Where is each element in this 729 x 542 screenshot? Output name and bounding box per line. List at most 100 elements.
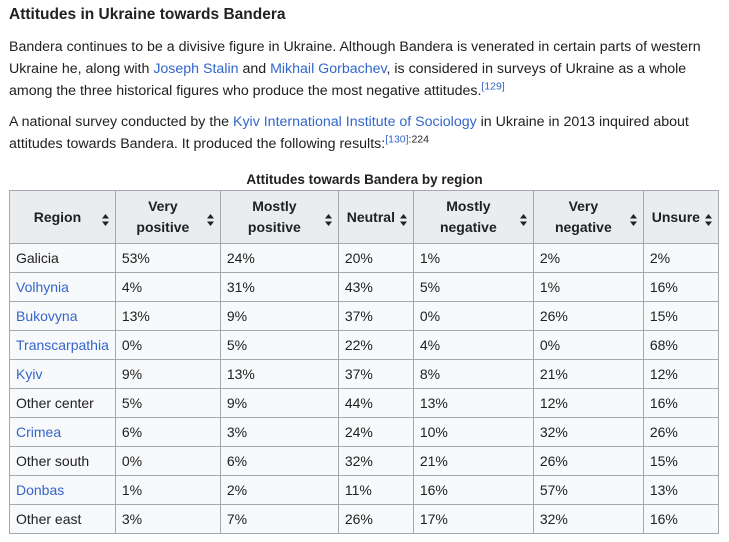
value-cell-neutral: 37% <box>337 359 414 389</box>
value-cell-mostly-negative: 17% <box>412 504 534 534</box>
sort-icon[interactable] <box>629 211 637 226</box>
value-cell-unsure: 2% <box>642 243 719 273</box>
region-link-kyiv[interactable]: Kyiv <box>16 366 43 382</box>
region-link-donbas[interactable]: Donbas <box>16 482 65 498</box>
region-cell: Volhynia <box>9 272 116 302</box>
region-cell: Transcarpathia <box>9 330 116 360</box>
paragraph-text: A national survey conducted by the <box>9 114 233 130</box>
table-row: Other east 3% 7% 26% 17% 32% 16% <box>9 504 719 534</box>
value-cell-very-positive: 0% <box>114 446 221 476</box>
column-header-mostly-negative[interactable]: Mostly negative <box>412 190 534 244</box>
value-cell-mostly-negative: 8% <box>412 359 534 389</box>
citation-129[interactable]: [129] <box>481 80 505 93</box>
column-header-label: Very positive <box>136 198 190 235</box>
value-cell-mostly-negative: 5% <box>412 272 534 302</box>
column-header-label: Region <box>33 208 82 225</box>
value-cell-unsure: 15% <box>642 446 719 476</box>
column-header-label: Very negative <box>554 198 612 235</box>
value-cell-neutral: 11% <box>337 475 414 505</box>
value-cell-very-negative: 26% <box>532 301 644 331</box>
value-cell-unsure: 13% <box>642 475 719 505</box>
value-cell-very-positive: 5% <box>114 388 221 418</box>
value-cell-unsure: 12% <box>642 359 719 389</box>
sort-icon[interactable] <box>324 211 332 226</box>
sort-icon[interactable] <box>206 211 214 226</box>
value-cell-neutral: 22% <box>337 330 414 360</box>
table-row: Kyiv 9% 13% 37% 8% 21% 12% <box>9 359 719 389</box>
value-cell-unsure: 16% <box>642 272 719 302</box>
value-cell-very-positive: 4% <box>114 272 221 302</box>
value-cell-unsure: 16% <box>642 388 719 418</box>
column-header-neutral[interactable]: Neutral <box>337 190 414 244</box>
paragraph-text: Bandera continues to be a divisive figur… <box>9 39 701 77</box>
paragraph-text: , is considered in surveys of Ukraine as… <box>9 61 687 99</box>
attitudes-table: Region Very positive Mostly positive Neutra… <box>9 190 719 534</box>
column-header-unsure[interactable]: Unsure <box>642 190 719 244</box>
sort-icon[interactable] <box>399 211 407 226</box>
sort-icon[interactable] <box>101 211 109 226</box>
table-row: Transcarpathia 0% 5% 22% 4% 0% 68% <box>9 330 719 360</box>
sort-icon[interactable] <box>704 211 712 226</box>
value-cell-neutral: 32% <box>337 446 414 476</box>
value-cell-very-negative: 12% <box>532 388 644 418</box>
value-cell-very-positive: 3% <box>114 504 221 534</box>
table-row: Bukovyna 13% 9% 37% 0% 26% 15% <box>9 301 719 331</box>
value-cell-mostly-positive: 31% <box>219 272 339 302</box>
table-row: Other center 5% 9% 44% 13% 12% 16% <box>9 388 719 418</box>
link-joseph-stalin[interactable]: Joseph Stalin <box>153 61 239 77</box>
column-header-very-negative[interactable]: Very negative <box>532 190 644 244</box>
link-kiis[interactable]: Kyiv International Institute of Sociolog… <box>233 114 477 130</box>
value-cell-unsure: 15% <box>642 301 719 331</box>
value-cell-mostly-positive: 2% <box>219 475 339 505</box>
region-cell: Other center <box>9 388 116 418</box>
value-cell-very-positive: 13% <box>114 301 221 331</box>
value-cell-mostly-negative: 16% <box>412 475 534 505</box>
column-header-mostly-positive[interactable]: Mostly positive <box>219 190 339 244</box>
value-cell-unsure: 16% <box>642 504 719 534</box>
table-row: Galicia 53% 24% 20% 1% 2% 2% <box>9 243 719 273</box>
intro-paragraph: Bandera continues to be a divisive figur… <box>9 36 717 102</box>
value-cell-very-negative: 57% <box>532 475 644 505</box>
region-cell: Bukovyna <box>9 301 116 331</box>
value-cell-very-negative: 0% <box>532 330 644 360</box>
value-cell-very-positive: 9% <box>114 359 221 389</box>
value-cell-mostly-negative: 0% <box>412 301 534 331</box>
table-row: Donbas 1% 2% 11% 16% 57% 13% <box>9 475 719 505</box>
region-link-volhynia[interactable]: Volhynia <box>16 279 69 295</box>
value-cell-very-negative: 32% <box>532 504 644 534</box>
sort-icon[interactable] <box>519 211 527 226</box>
value-cell-unsure: 68% <box>642 330 719 360</box>
value-cell-mostly-positive: 13% <box>219 359 339 389</box>
column-header-region[interactable]: Region <box>9 190 116 244</box>
table-header-row: Region Very positive Mostly positive Neutra… <box>9 190 719 244</box>
survey-paragraph: A national survey conducted by the Kyiv … <box>9 111 717 155</box>
column-header-label: Mostly negative <box>439 198 497 235</box>
value-cell-mostly-negative: 21% <box>412 446 534 476</box>
region-cell: Galicia <box>9 243 116 273</box>
region-link-transcarpathia[interactable]: Transcarpathia <box>16 337 109 353</box>
value-cell-mostly-negative: 4% <box>412 330 534 360</box>
citation-130[interactable]: [130] <box>385 133 409 146</box>
value-cell-very-positive: 53% <box>114 243 221 273</box>
value-cell-very-positive: 1% <box>114 475 221 505</box>
table-row: Volhynia 4% 31% 43% 5% 1% 16% <box>9 272 719 302</box>
page-number: :224 <box>408 133 429 146</box>
region-cell: Crimea <box>9 417 116 447</box>
value-cell-unsure: 26% <box>642 417 719 447</box>
column-header-label: Unsure <box>651 208 700 225</box>
table-row: Crimea 6% 3% 24% 10% 32% 26% <box>9 417 719 447</box>
table-caption: Attitudes towards Bandera by region <box>246 172 483 187</box>
link-mikhail-gorbachev[interactable]: Mikhail Gorbachev <box>270 61 387 77</box>
section-heading: Attitudes in Ukraine towards Bandera <box>9 6 286 23</box>
value-cell-mostly-positive: 5% <box>219 330 339 360</box>
value-cell-mostly-positive: 3% <box>219 417 339 447</box>
region-link-crimea[interactable]: Crimea <box>16 424 62 440</box>
value-cell-mostly-negative: 13% <box>412 388 534 418</box>
column-header-very-positive[interactable]: Very positive <box>114 190 221 244</box>
value-cell-very-positive: 6% <box>114 417 221 447</box>
region-link-bukovyna[interactable]: Bukovyna <box>16 308 78 324</box>
value-cell-neutral: 26% <box>337 504 414 534</box>
value-cell-mostly-positive: 7% <box>219 504 339 534</box>
value-cell-mostly-negative: 1% <box>412 243 534 273</box>
value-cell-very-negative: 26% <box>532 446 644 476</box>
